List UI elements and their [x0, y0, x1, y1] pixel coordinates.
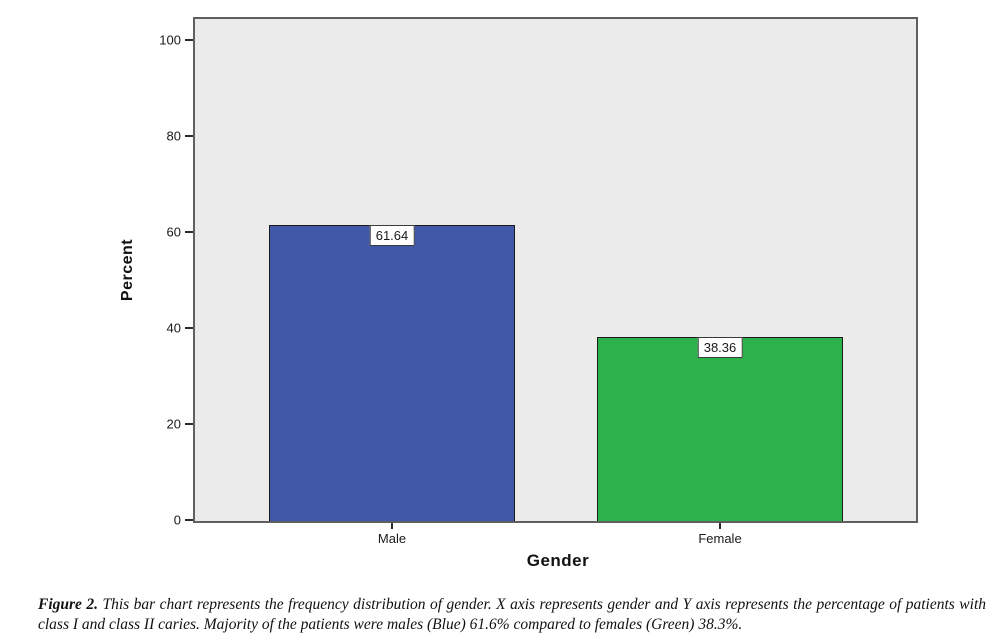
bar-value-label-female: 38.36: [697, 337, 743, 358]
bar-male: 61.64: [269, 225, 515, 521]
x-tick-mark-male: [391, 523, 393, 529]
bars-layer: 61.64 38.36: [195, 19, 916, 521]
y-tick-mark-0: [185, 519, 193, 521]
y-tick-label-100: 100: [159, 32, 181, 48]
y-tick-mark-60: [185, 231, 193, 233]
y-axis-title: Percent: [119, 238, 136, 302]
y-tick-label-60: 60: [166, 224, 181, 240]
x-tick-label-male: Male: [377, 531, 407, 546]
y-tick-mark-100: [185, 39, 193, 41]
bar-female: 38.36: [597, 337, 843, 521]
y-tick-label-40: 40: [166, 320, 181, 336]
bar-value-label-male: 61.64: [369, 225, 415, 246]
plot-area: 61.64 38.36 Male Female 0 20 40 60 80 100: [159, 17, 918, 546]
x-tick-mark-female: [719, 523, 721, 529]
y-tick-label-20: 20: [166, 416, 181, 432]
y-tick-label-80: 80: [166, 128, 181, 144]
y-tick-mark-40: [185, 327, 193, 329]
figure-caption: Figure 2. This bar chart represents the …: [38, 595, 986, 635]
x-tick-label-female: Female: [698, 531, 742, 546]
y-tick-mark-20: [185, 423, 193, 425]
y-tick-mark-80: [185, 135, 193, 137]
x-axis-title: Gender: [526, 551, 590, 570]
y-tick-label-0: 0: [173, 512, 181, 528]
figure-caption-label: Figure 2.: [38, 595, 99, 613]
figure-caption-text: This bar chart represents the frequency …: [38, 595, 986, 633]
